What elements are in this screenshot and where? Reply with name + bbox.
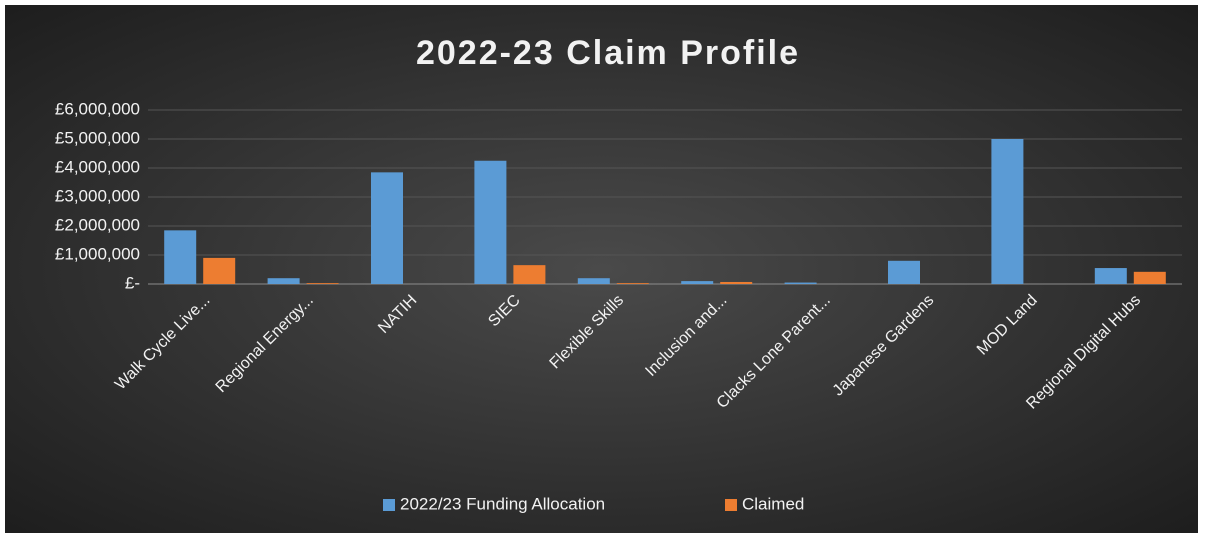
bar — [371, 172, 403, 284]
y-tick-label: £1,000,000 — [55, 244, 140, 263]
bar — [474, 160, 507, 284]
bar — [577, 278, 610, 284]
y-tick-label: £- — [125, 273, 140, 292]
bar — [164, 230, 197, 284]
y-tick-label: £5,000,000 — [55, 128, 140, 147]
bar — [267, 278, 300, 284]
legend-label: 2022/23 Funding Allocation — [400, 494, 605, 513]
bar — [616, 283, 649, 284]
y-tick-label: £2,000,000 — [55, 215, 140, 234]
bar — [720, 281, 753, 284]
bar — [681, 281, 714, 284]
y-tick-label: £4,000,000 — [55, 157, 140, 176]
legend-swatch — [725, 499, 737, 511]
bar — [513, 265, 546, 284]
y-tick-label: £6,000,000 — [55, 99, 140, 118]
chart-title: 2022-23 Claim Profile — [416, 34, 800, 72]
y-tick-label: £3,000,000 — [55, 186, 140, 205]
bar — [888, 260, 920, 284]
bar — [203, 257, 236, 284]
bar — [784, 282, 817, 284]
legend-label: Claimed — [742, 494, 804, 513]
legend-swatch — [383, 499, 395, 511]
bar — [306, 283, 339, 284]
bar — [1094, 268, 1127, 284]
bar — [991, 139, 1024, 284]
bar — [1133, 271, 1166, 284]
